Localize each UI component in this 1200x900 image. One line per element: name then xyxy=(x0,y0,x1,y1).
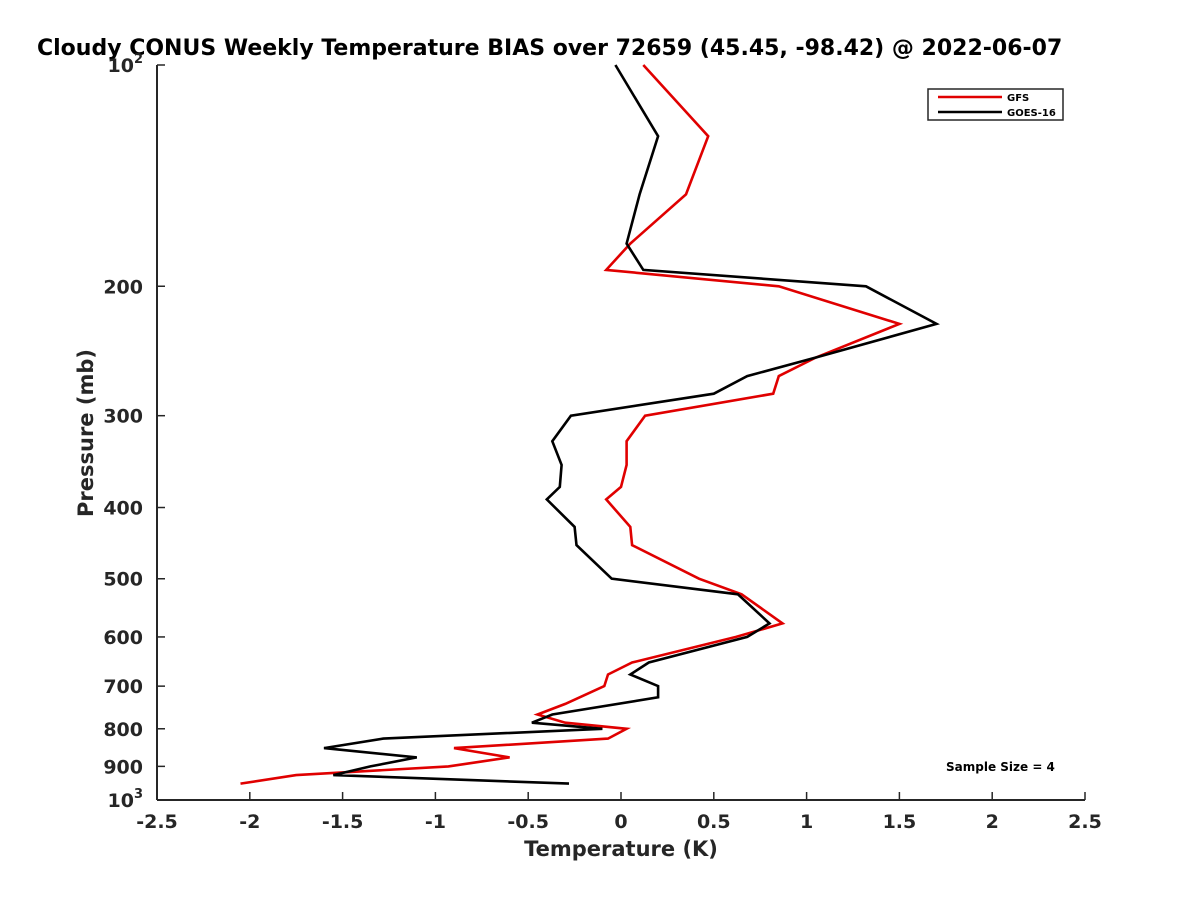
y-tick-label: 300 xyxy=(103,406,143,428)
y-axis-label: Pressure (mb) xyxy=(74,349,98,517)
legend: GFS GOES-16 xyxy=(927,88,1064,121)
y-tick-label: 800 xyxy=(103,719,143,741)
y-tick-label: 900 xyxy=(103,756,143,778)
x-tick-label: 2 xyxy=(986,811,999,833)
x-tick-label: -2 xyxy=(239,811,260,833)
y-tick-label: 500 xyxy=(103,569,143,591)
y-tick-label: 700 xyxy=(103,676,143,698)
x-tick-label: 0 xyxy=(614,811,627,833)
y-tick-label: 400 xyxy=(103,498,143,520)
legend-label: GOES-16 xyxy=(1007,108,1056,119)
x-axis-label: Temperature (K) xyxy=(524,837,718,861)
x-tick-label: -1 xyxy=(425,811,446,833)
x-tick-label: 1.5 xyxy=(883,811,917,833)
sample-size-annotation: Sample Size = 4 xyxy=(946,760,1055,774)
series-line-goes-16 xyxy=(323,64,940,785)
x-tick-label: 1 xyxy=(800,811,813,833)
x-tick-label: 0.5 xyxy=(697,811,731,833)
legend-box xyxy=(927,88,1064,121)
y-tick-label: 200 xyxy=(103,276,143,298)
y-tick-label: 102 xyxy=(108,52,144,77)
series-layer xyxy=(240,64,940,785)
y-tick-label: 600 xyxy=(103,627,143,649)
legend-label: GFS xyxy=(1007,93,1029,104)
x-tick-label: -0.5 xyxy=(507,811,549,833)
series-line-gfs xyxy=(240,64,904,785)
x-tick-label: -2.5 xyxy=(136,811,178,833)
y-axis-ticks: 102 200 300 400 500 600 700 800 900 103 xyxy=(103,52,165,812)
x-tick-label: -1.5 xyxy=(322,811,364,833)
plot-axes xyxy=(156,65,1085,801)
x-axis-ticks: -2.5 -2 -1.5 -1 -0.5 0 0.5 1 1.5 2 2.5 xyxy=(136,792,1102,833)
chart-title: Cloudy CONUS Weekly Temperature BIAS ove… xyxy=(37,36,1062,61)
y-tick-label: 103 xyxy=(108,787,144,812)
x-tick-label: 2.5 xyxy=(1068,811,1102,833)
